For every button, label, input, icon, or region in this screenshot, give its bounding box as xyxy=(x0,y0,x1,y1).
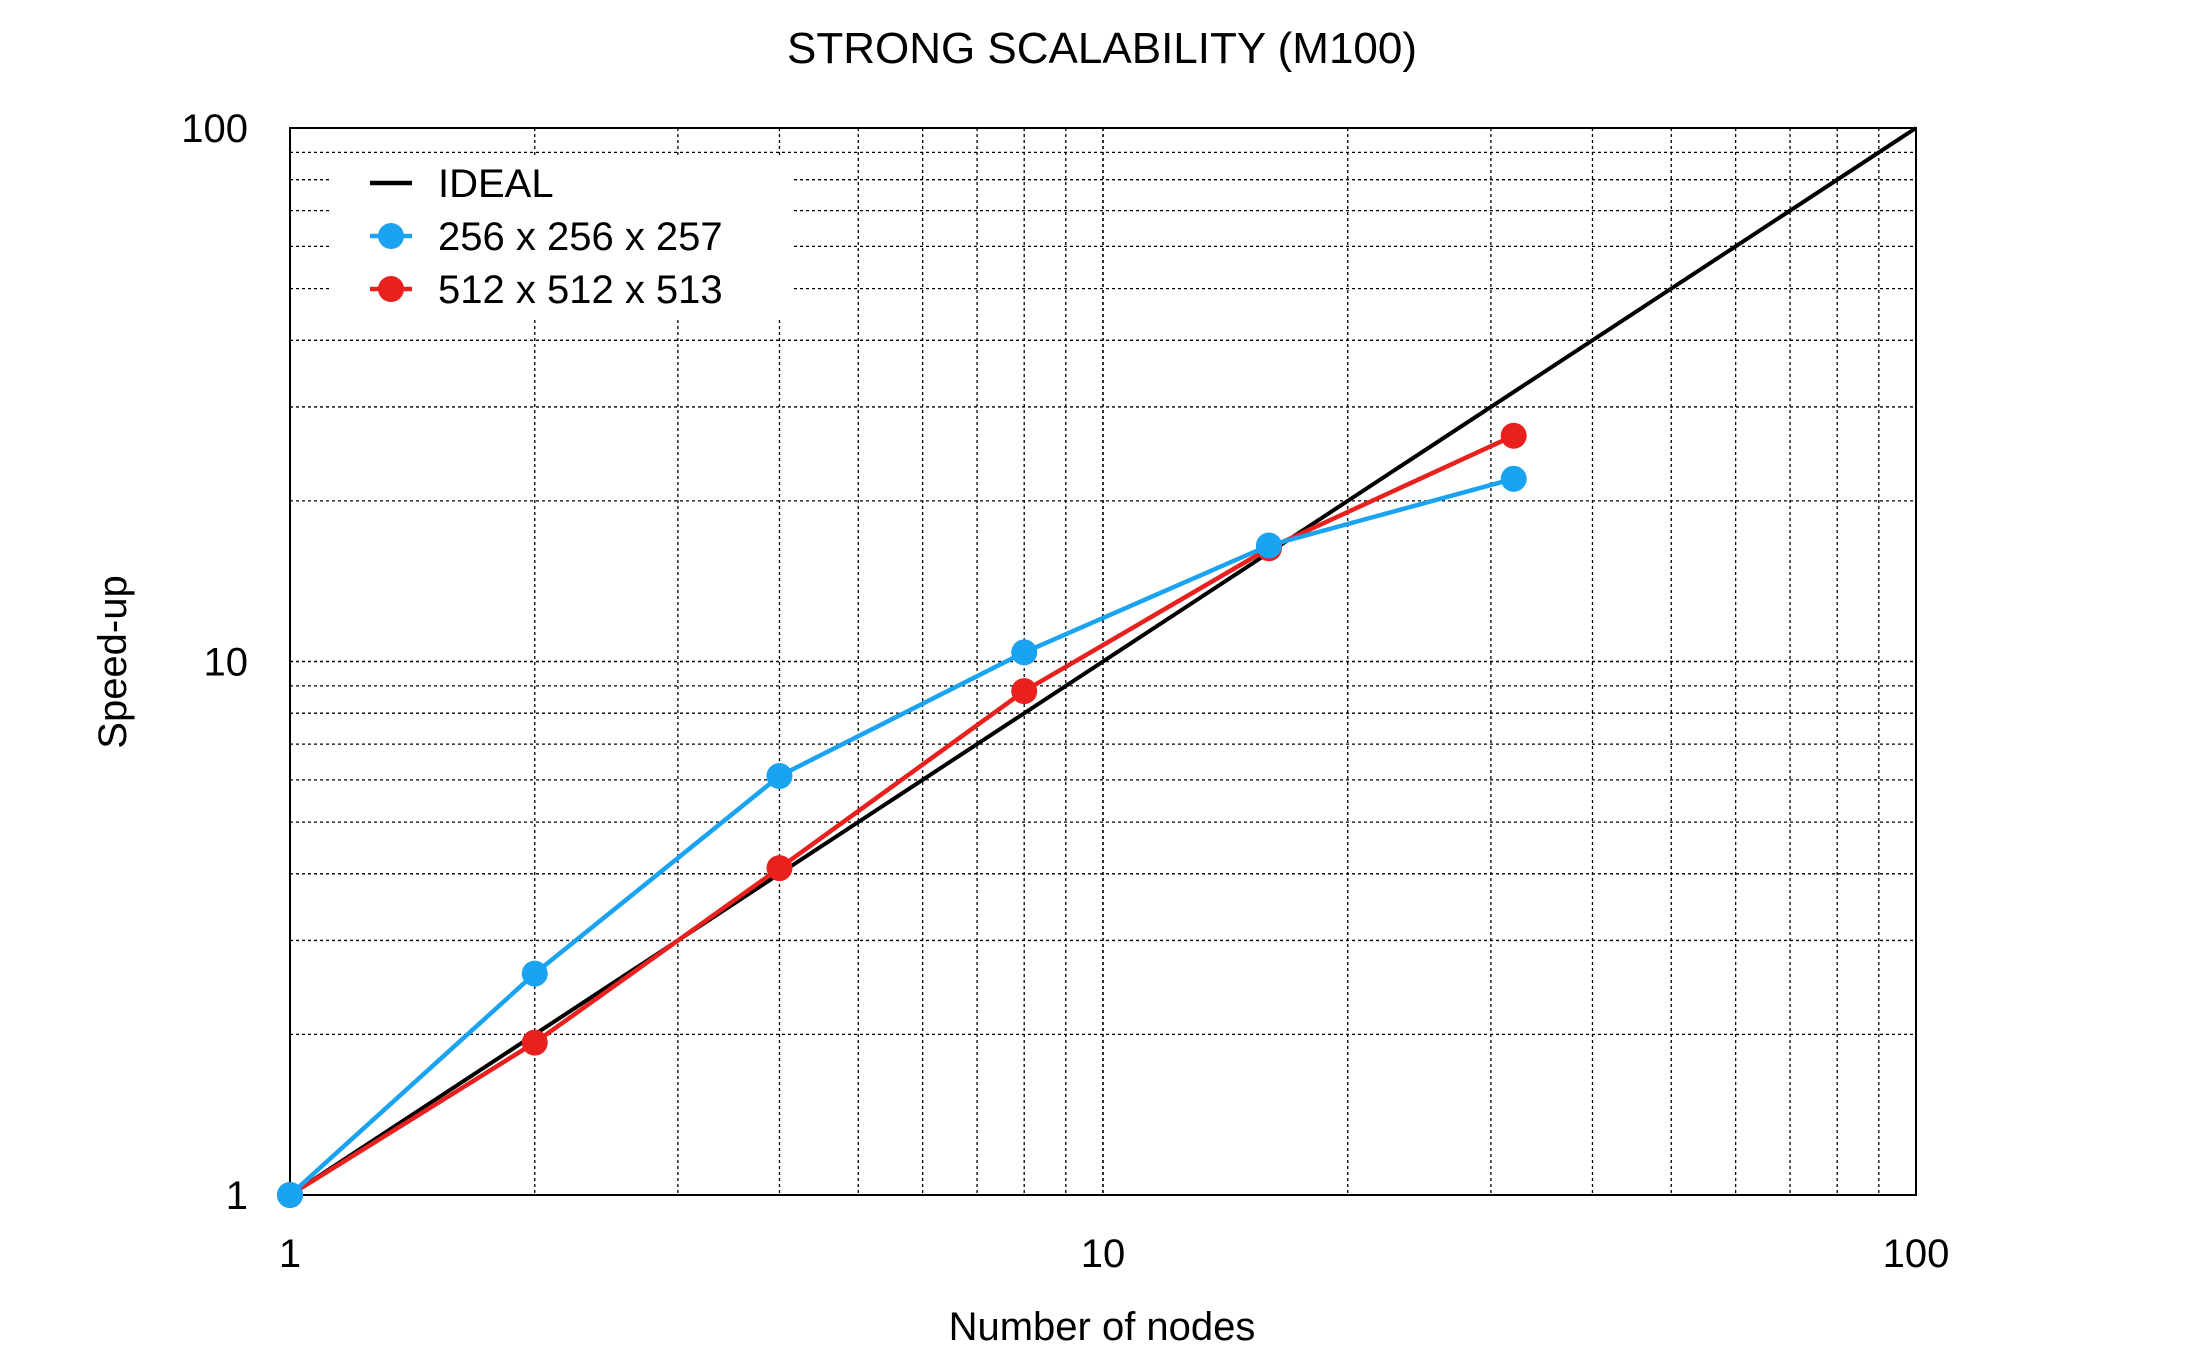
legend-entry: 256 x 256 x 257 xyxy=(438,215,723,259)
data-point xyxy=(1011,678,1038,705)
data-point xyxy=(1011,639,1038,666)
y-tick-label: 1 xyxy=(226,1174,248,1218)
legend-entry: 512 x 512 x 513 xyxy=(438,268,723,312)
series-layer xyxy=(277,126,1918,1208)
data-point xyxy=(766,763,793,790)
data-point xyxy=(521,960,548,987)
y-tick-label: 100 xyxy=(181,107,248,151)
legend-entry: IDEAL xyxy=(438,162,554,206)
series-line xyxy=(288,433,1515,1197)
series-256-x-256-x-257 xyxy=(277,465,1527,1208)
legend: IDEAL 256 x 256 x 257 512 x 512 x 513 xyxy=(330,158,792,318)
y-tick-label: 10 xyxy=(204,641,249,685)
x-tick-label: 10 xyxy=(1081,1232,1126,1276)
x-tick-label: 1 xyxy=(279,1232,301,1276)
data-point xyxy=(277,1182,303,1208)
data-point xyxy=(766,855,793,882)
data-point xyxy=(521,1029,548,1056)
data-point xyxy=(1500,422,1527,449)
series-line xyxy=(288,476,1515,1197)
y-axis-label: Speed-up xyxy=(91,575,135,748)
chart-title: STRONG SCALABILITY (M100) xyxy=(787,24,1417,73)
tick-labels: 1 10 100 1 10 100 xyxy=(181,107,1949,1276)
x-tick-label: 100 xyxy=(1883,1232,1950,1276)
series-ideal xyxy=(288,126,1918,1197)
x-axis-label: Number of nodes xyxy=(949,1305,1256,1349)
legend-marker xyxy=(378,223,404,249)
legend-marker xyxy=(378,276,404,302)
data-point xyxy=(1500,465,1527,492)
plot-frame xyxy=(289,127,1917,1196)
data-point xyxy=(1255,532,1282,559)
series-line xyxy=(288,126,1918,1197)
